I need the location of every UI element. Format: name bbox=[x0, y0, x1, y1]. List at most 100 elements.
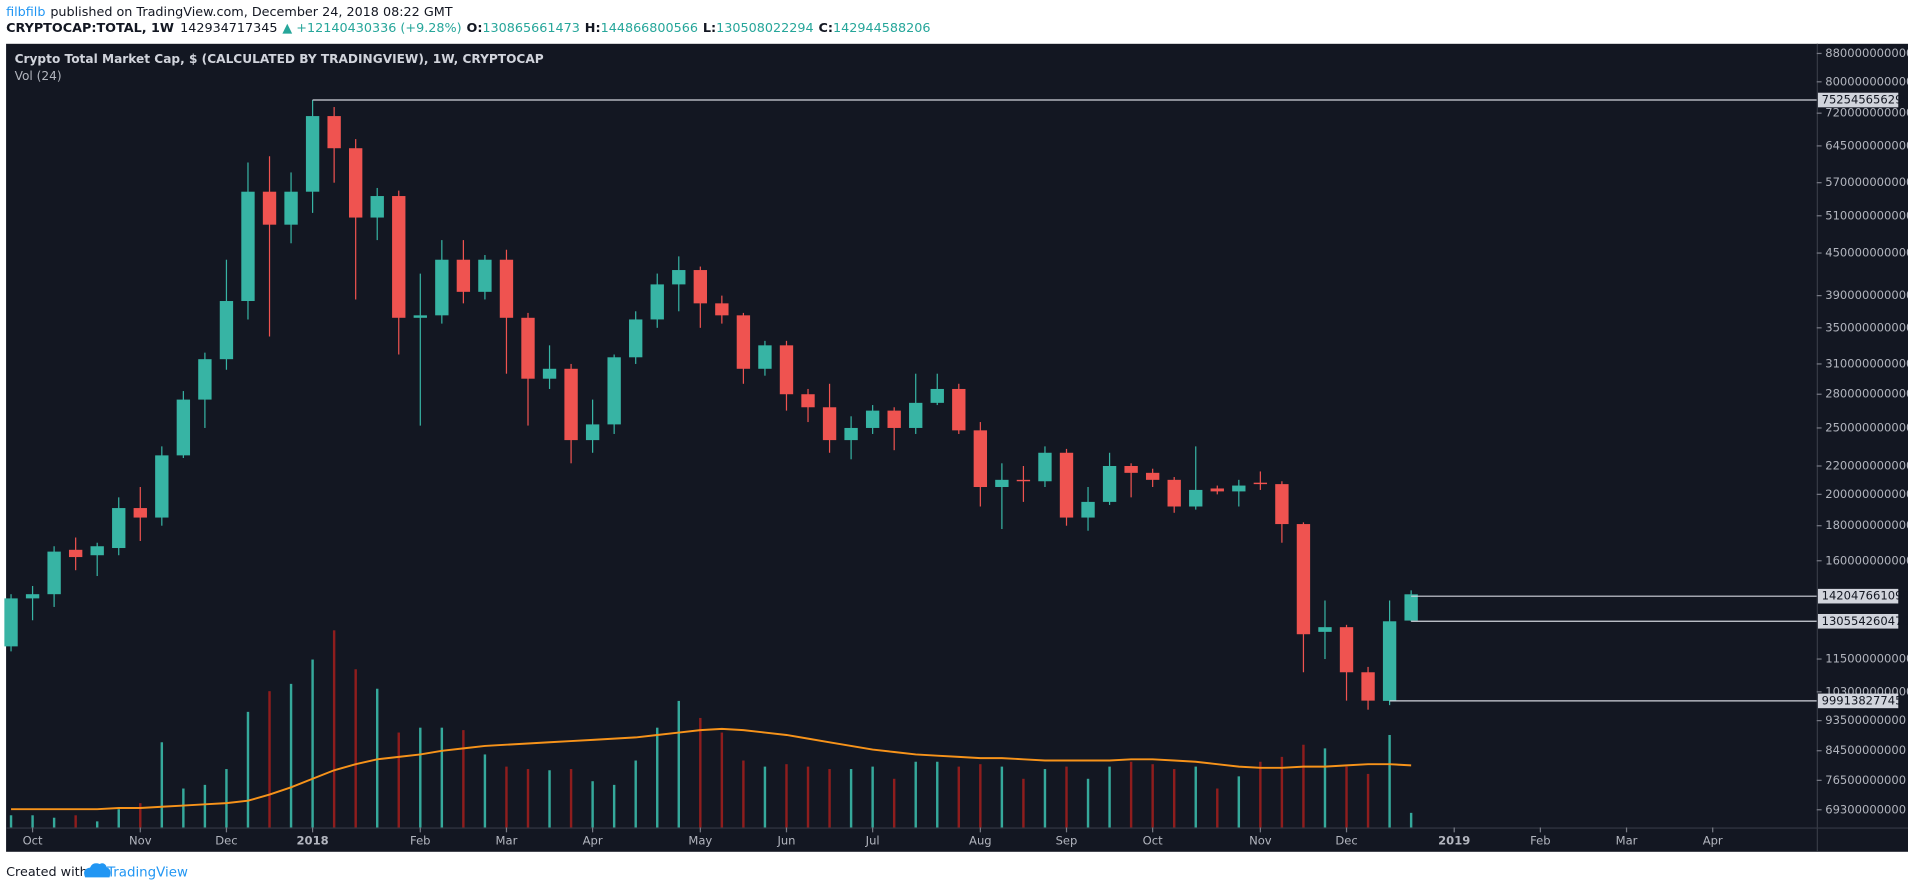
y-tick-label: 84500000000 bbox=[1825, 743, 1906, 757]
volume-bar bbox=[785, 764, 788, 828]
x-tick-label: Oct bbox=[23, 833, 43, 847]
candle-body bbox=[1016, 479, 1031, 482]
candle-body bbox=[1339, 627, 1354, 673]
candle-body bbox=[305, 116, 320, 192]
footer-created: Created with bbox=[6, 865, 88, 880]
volume-bar bbox=[117, 809, 120, 828]
candle-body bbox=[607, 357, 621, 425]
volume-bar bbox=[440, 727, 444, 828]
volume-bar bbox=[634, 760, 637, 828]
price-tag bbox=[1817, 588, 1899, 604]
volume-bar bbox=[397, 732, 400, 828]
volume-bar bbox=[1022, 778, 1025, 828]
candle-body bbox=[909, 402, 923, 428]
volume-bar bbox=[569, 769, 573, 828]
volume-bar bbox=[289, 683, 293, 828]
volume-bar bbox=[699, 717, 702, 828]
candle-body bbox=[715, 303, 729, 316]
candle-body bbox=[1210, 488, 1224, 492]
volume-bar bbox=[1345, 766, 1348, 828]
y-tick-label: 115000000000 bbox=[1825, 652, 1908, 666]
volume-bar bbox=[139, 803, 142, 828]
price-tag-label: 752545656295 bbox=[1822, 93, 1908, 107]
candle-body bbox=[1059, 452, 1074, 518]
volume-bar bbox=[1366, 773, 1370, 828]
candle-body bbox=[349, 148, 363, 218]
volume-bar bbox=[483, 754, 487, 828]
last-price: 142934717345 bbox=[180, 20, 277, 35]
volume-bar bbox=[9, 815, 13, 828]
volume-bar bbox=[1108, 766, 1111, 828]
volume-bar bbox=[612, 784, 616, 828]
volume-legend: Vol (24) bbox=[15, 69, 62, 83]
candle-body bbox=[155, 455, 169, 518]
author[interactable]: filbfilb bbox=[6, 5, 45, 20]
candle-body bbox=[779, 345, 794, 395]
x-tick-label: Dec bbox=[215, 833, 237, 847]
x-tick-label: Feb bbox=[1530, 833, 1550, 847]
candle-body bbox=[435, 259, 449, 316]
price-tag-label: 99913827745 bbox=[1822, 693, 1903, 707]
low-key: L: bbox=[703, 20, 716, 35]
volume-bar bbox=[1043, 769, 1047, 828]
low-value: 130508022294 bbox=[716, 20, 813, 35]
volume-bar bbox=[656, 727, 659, 828]
x-tick-label: Oct bbox=[1143, 833, 1163, 847]
x-tick-label: Mar bbox=[496, 833, 518, 847]
candle-body bbox=[456, 259, 471, 292]
candle-body bbox=[736, 315, 751, 369]
y-tick-label: 250000000000 bbox=[1825, 420, 1908, 434]
y-tick-label: 645000000000 bbox=[1825, 138, 1908, 152]
candle-body bbox=[930, 388, 944, 403]
y-tick-label: 200000000000 bbox=[1825, 487, 1908, 501]
plot-area bbox=[4, 99, 1817, 828]
candle-body bbox=[1081, 501, 1095, 518]
volume-bar bbox=[936, 761, 939, 828]
candle-body bbox=[1296, 524, 1311, 635]
volume-bar bbox=[806, 766, 810, 828]
candle-body bbox=[1318, 627, 1332, 632]
footer-brand[interactable]: TradingView bbox=[106, 865, 188, 880]
candle-body bbox=[973, 430, 988, 488]
chart-title: Crypto Total Market Cap, $ (CALCULATED B… bbox=[15, 52, 544, 66]
y-tick-label: 310000000000 bbox=[1825, 356, 1908, 370]
y-tick-label: 800000000000 bbox=[1825, 74, 1908, 88]
x-tick-label: Jun bbox=[776, 833, 795, 847]
volume-ma-line bbox=[11, 727, 1412, 811]
y-tick-label: 160000000000 bbox=[1825, 553, 1908, 567]
x-tick-label: 2018 bbox=[297, 833, 329, 847]
price-tag-label: 142047661090 bbox=[1822, 589, 1908, 603]
volume-bar bbox=[376, 688, 379, 828]
x-tick-label: 2019 bbox=[1438, 833, 1470, 847]
y-tick-label: 720000000000 bbox=[1825, 106, 1908, 120]
volume-bar bbox=[1129, 761, 1133, 828]
volume-bar bbox=[1000, 766, 1004, 828]
x-tick-label: Jul bbox=[865, 833, 880, 847]
y-tick-label: 510000000000 bbox=[1825, 208, 1908, 222]
high-key: H: bbox=[585, 20, 601, 35]
candle-body bbox=[1102, 465, 1117, 502]
volume-bar bbox=[1280, 756, 1284, 828]
volume-bar bbox=[268, 691, 271, 828]
candle-body bbox=[585, 424, 600, 441]
volume-bar bbox=[849, 769, 853, 828]
volume-bar bbox=[742, 760, 745, 828]
volume-bar bbox=[763, 766, 767, 828]
candle-body bbox=[801, 394, 815, 408]
candle-body bbox=[1145, 472, 1160, 480]
volume-bar bbox=[979, 764, 982, 828]
candle-body bbox=[1167, 479, 1181, 507]
volume-bar bbox=[160, 742, 164, 828]
volume-bar bbox=[1388, 734, 1391, 828]
candle-body bbox=[564, 368, 578, 441]
y-tick-label: 570000000000 bbox=[1825, 175, 1908, 189]
price-tag-label: 130554260470 bbox=[1822, 614, 1908, 628]
change: ▲ +12140430336 (+9.28%) bbox=[282, 20, 461, 35]
candle-body bbox=[90, 546, 104, 556]
volume-bar bbox=[892, 778, 896, 828]
y-tick-label: 280000000000 bbox=[1825, 387, 1908, 401]
candle-body bbox=[392, 196, 406, 318]
candle-body bbox=[262, 191, 277, 225]
volume-bar bbox=[1216, 788, 1219, 828]
